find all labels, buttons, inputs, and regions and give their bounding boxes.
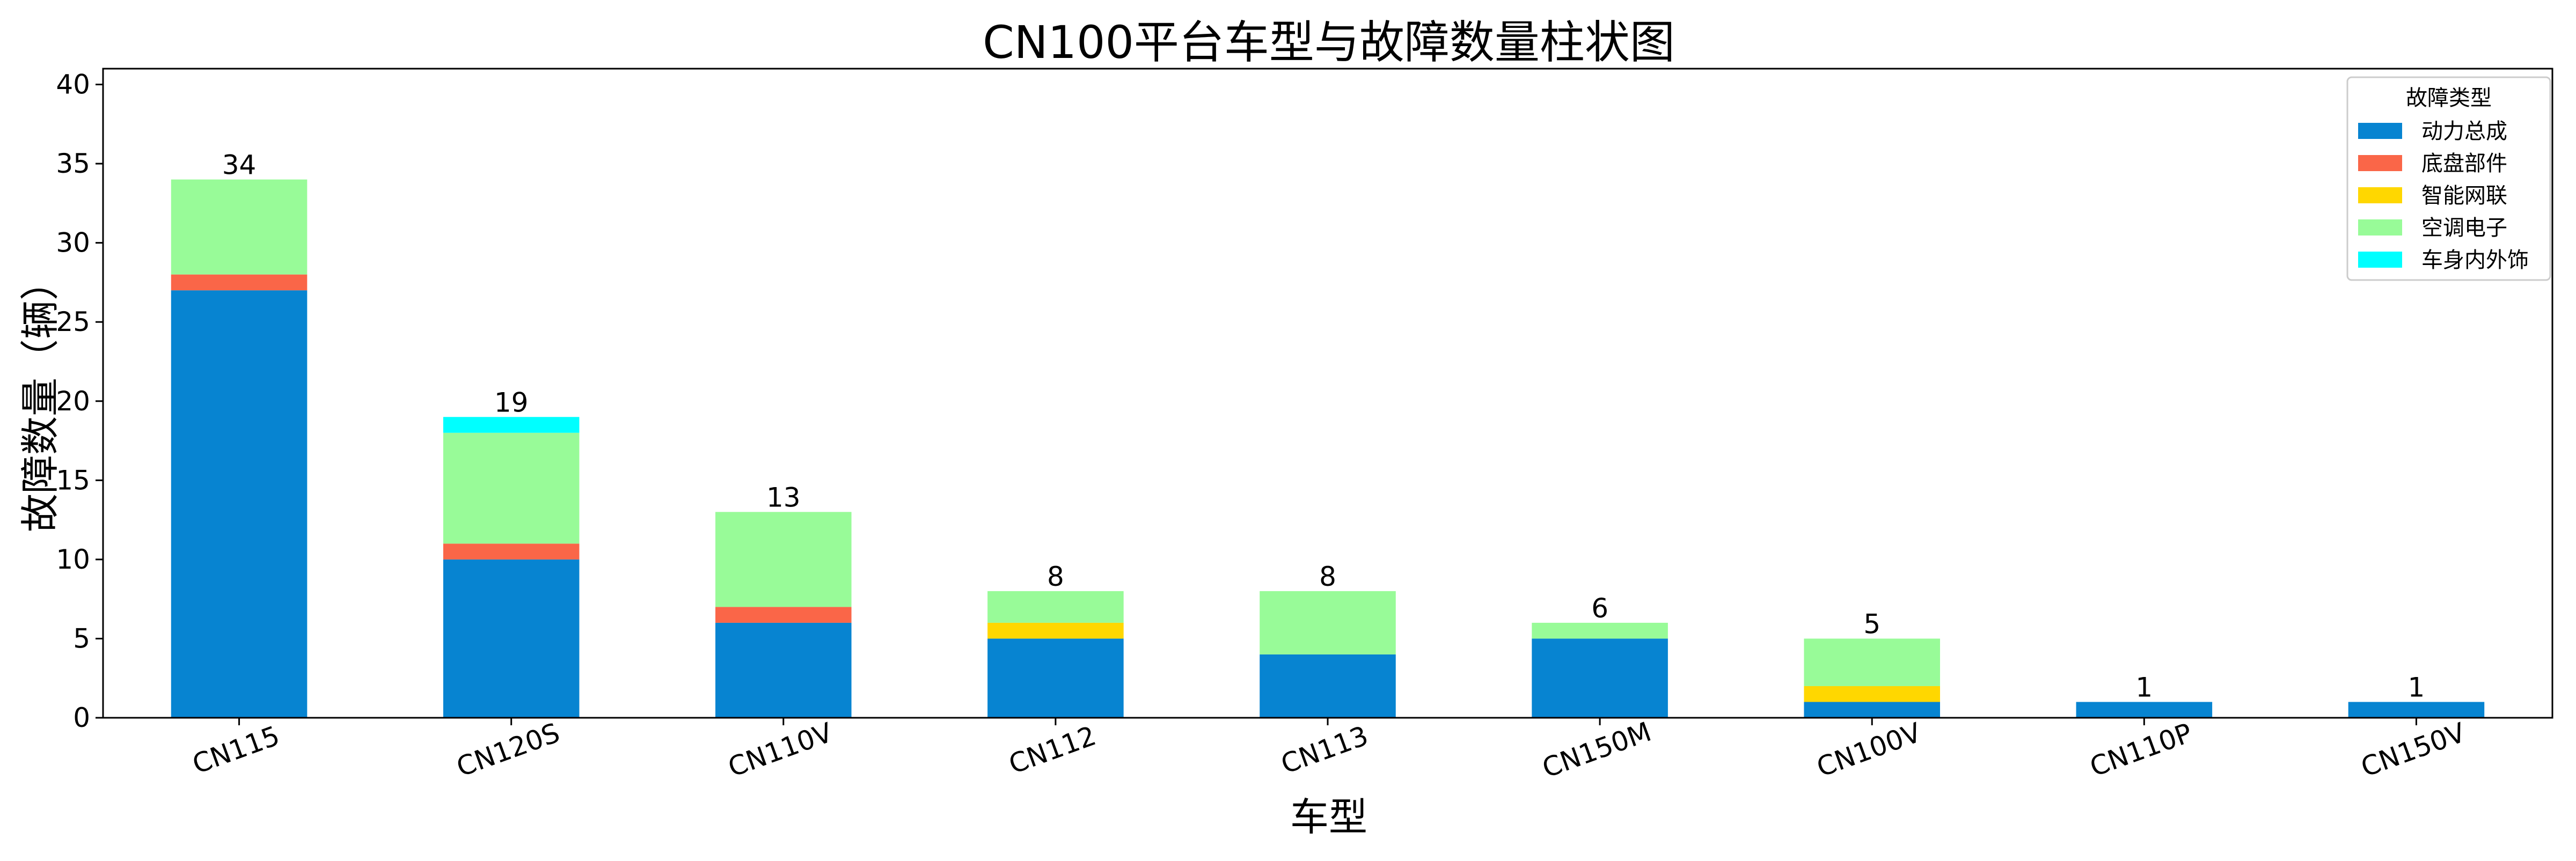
y-tick-label-10: 10	[56, 544, 90, 575]
y-tick-label-35: 35	[56, 148, 90, 179]
total-label-CN110V: 13	[766, 482, 801, 513]
bar-segment-CN100V-3	[1804, 638, 1940, 686]
y-tick-label-20: 20	[56, 386, 90, 417]
total-label-CN115: 34	[222, 150, 257, 181]
bar-segment-CN150V-0	[2348, 702, 2485, 718]
bar-segment-CN150M-0	[1532, 638, 1668, 718]
total-label-CN113: 8	[1319, 561, 1336, 592]
bar-segment-CN120S-3	[443, 432, 580, 544]
total-label-CN120S: 19	[494, 387, 529, 418]
bar-segment-CN100V-2	[1804, 686, 1940, 702]
bar-segment-CN113-0	[1260, 654, 1396, 718]
y-tick-label-5: 5	[73, 623, 90, 654]
legend-label-1: 底盘部件	[2421, 151, 2507, 176]
total-label-CN150V: 1	[2408, 672, 2425, 703]
bar-segment-CN115-0	[171, 290, 308, 718]
legend-title: 故障类型	[2406, 86, 2492, 111]
plot-frame	[102, 68, 2553, 719]
x-tick-label-CN100V: CN100V	[1813, 717, 1926, 783]
x-tick-label-CN120S: CN120S	[452, 717, 564, 783]
legend-swatch-4	[2358, 252, 2402, 268]
x-tick-label-CN110V: CN110V	[724, 717, 837, 783]
bar-segment-CN150M-3	[1532, 622, 1668, 639]
bar-segment-CN112-2	[987, 622, 1124, 639]
plot-area: 34 CN115 19 CN120S 13 CN110V 8 CN112 8 CN113 6 CN15…	[56, 68, 2553, 784]
y-tick-label-25: 25	[56, 306, 90, 337]
bar-segment-CN120S-0	[443, 559, 580, 718]
x-tick-label-CN113: CN113	[1277, 720, 1372, 780]
bar-segment-CN113-3	[1260, 591, 1396, 654]
x-tick-label-CN110P: CN110P	[2086, 717, 2197, 783]
bar-segment-CN110P-0	[2076, 702, 2213, 718]
x-tick-label-CN150M: CN150M	[1538, 716, 1655, 784]
bar-segment-CN112-3	[987, 591, 1124, 623]
legend-swatch-3	[2358, 219, 2402, 236]
total-label-CN112: 8	[1047, 561, 1064, 592]
total-label-CN150M: 6	[1591, 593, 1608, 624]
bar-segment-CN115-1	[171, 274, 308, 291]
chart-title: CN100平台车型与故障数量柱状图	[983, 16, 1675, 69]
y-tick-label-15: 15	[56, 465, 90, 496]
legend-swatch-0	[2358, 123, 2402, 139]
bar-segment-CN120S-1	[443, 543, 580, 560]
legend-label-4: 车身内外饰	[2421, 248, 2529, 273]
x-axis-title: 车型	[1290, 794, 1367, 840]
bar-segment-CN110V-1	[715, 607, 852, 623]
legend-label-2: 智能网联	[2421, 183, 2507, 208]
bar-segment-CN110V-3	[715, 512, 852, 607]
x-tick-label-CN115: CN115	[188, 720, 283, 780]
total-label-CN100V: 5	[1863, 608, 1880, 639]
legend-swatch-1	[2358, 155, 2402, 171]
legend-swatch-2	[2358, 187, 2402, 203]
y-tick-label-30: 30	[56, 227, 90, 259]
bar-segment-CN115-3	[171, 179, 308, 275]
x-tick-label-CN150V: CN150V	[2357, 717, 2470, 783]
bar-segment-CN110V-0	[715, 622, 852, 718]
y-tick-label-40: 40	[56, 69, 90, 100]
y-axis-title: 故障数量（辆）	[18, 262, 63, 532]
x-tick-label-CN112: CN112	[1005, 720, 1100, 780]
legend-label-0: 动力总成	[2421, 119, 2507, 144]
total-label-CN110P: 1	[2135, 672, 2153, 703]
bar-segment-CN112-0	[987, 638, 1124, 718]
bar-segment-CN120S-4	[443, 417, 580, 433]
bar-segment-CN100V-0	[1804, 702, 1940, 718]
y-tick-label-0: 0	[73, 702, 90, 733]
legend-label-3: 空调电子	[2421, 216, 2507, 240]
